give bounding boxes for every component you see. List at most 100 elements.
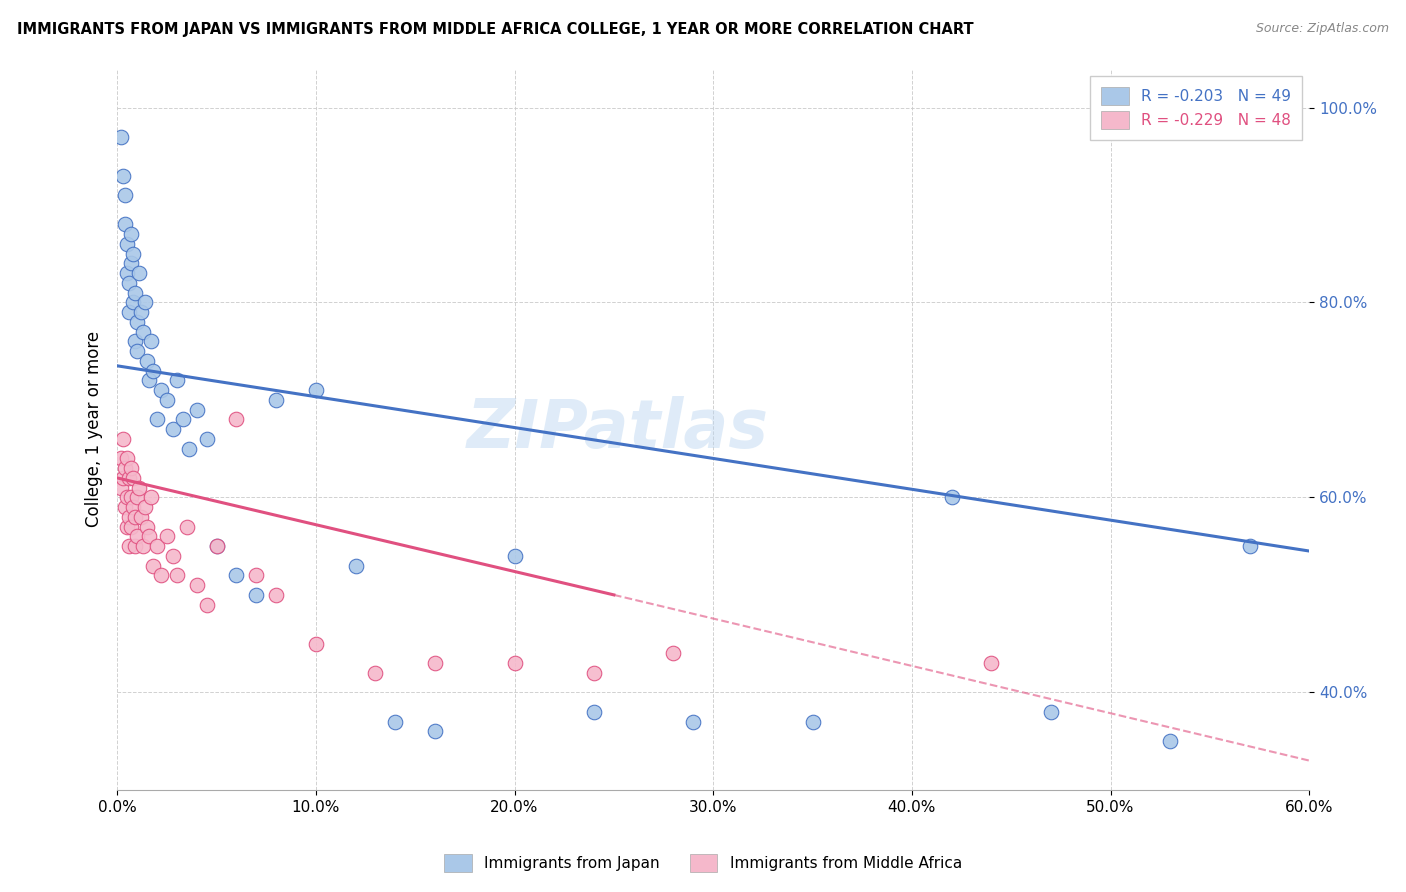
Point — [114, 500, 136, 515]
Point — [115, 237, 138, 252]
Point — [125, 344, 148, 359]
Point — [110, 129, 132, 144]
Point — [114, 188, 136, 202]
Point — [110, 481, 132, 495]
Y-axis label: College, 1 year or more: College, 1 year or more — [86, 331, 103, 527]
Point — [146, 539, 169, 553]
Point — [662, 646, 685, 660]
Point — [225, 412, 247, 426]
Point — [118, 539, 141, 553]
Point — [122, 295, 145, 310]
Point — [195, 432, 218, 446]
Point — [195, 598, 218, 612]
Point — [245, 588, 267, 602]
Point — [136, 354, 159, 368]
Point — [120, 461, 142, 475]
Point — [682, 714, 704, 729]
Point — [245, 568, 267, 582]
Point — [122, 471, 145, 485]
Point — [1239, 539, 1261, 553]
Point — [132, 325, 155, 339]
Point — [980, 656, 1002, 670]
Point — [122, 500, 145, 515]
Text: ZIPatlas: ZIPatlas — [467, 396, 769, 462]
Point — [941, 491, 963, 505]
Point — [364, 665, 387, 680]
Legend: Immigrants from Japan, Immigrants from Middle Africa: Immigrants from Japan, Immigrants from M… — [436, 846, 970, 880]
Point — [120, 519, 142, 533]
Point — [125, 315, 148, 329]
Point — [162, 549, 184, 563]
Point — [205, 539, 228, 553]
Point — [582, 665, 605, 680]
Point — [138, 374, 160, 388]
Point — [423, 656, 446, 670]
Point — [166, 374, 188, 388]
Point — [1039, 705, 1062, 719]
Point — [139, 491, 162, 505]
Point — [149, 383, 172, 397]
Point — [125, 529, 148, 543]
Point — [156, 529, 179, 543]
Point — [118, 305, 141, 319]
Point — [142, 558, 165, 573]
Point — [114, 218, 136, 232]
Point — [205, 539, 228, 553]
Legend: R = -0.203   N = 49, R = -0.229   N = 48: R = -0.203 N = 49, R = -0.229 N = 48 — [1091, 76, 1302, 140]
Point — [128, 266, 150, 280]
Point — [122, 246, 145, 260]
Point — [134, 295, 156, 310]
Point — [132, 539, 155, 553]
Point — [186, 578, 208, 592]
Point — [129, 509, 152, 524]
Text: IMMIGRANTS FROM JAPAN VS IMMIGRANTS FROM MIDDLE AFRICA COLLEGE, 1 YEAR OR MORE C: IMMIGRANTS FROM JAPAN VS IMMIGRANTS FROM… — [17, 22, 973, 37]
Point — [120, 491, 142, 505]
Point — [186, 402, 208, 417]
Point — [264, 588, 287, 602]
Point — [115, 451, 138, 466]
Point — [134, 500, 156, 515]
Point — [128, 481, 150, 495]
Point — [124, 539, 146, 553]
Point — [177, 442, 200, 456]
Point — [384, 714, 406, 729]
Point — [166, 568, 188, 582]
Point — [503, 656, 526, 670]
Point — [156, 392, 179, 407]
Point — [801, 714, 824, 729]
Point — [225, 568, 247, 582]
Point — [176, 519, 198, 533]
Point — [124, 334, 146, 349]
Point — [110, 451, 132, 466]
Point — [142, 364, 165, 378]
Point — [124, 285, 146, 300]
Point — [112, 432, 135, 446]
Point — [115, 266, 138, 280]
Point — [423, 724, 446, 739]
Point — [114, 461, 136, 475]
Point — [305, 637, 328, 651]
Point — [139, 334, 162, 349]
Point — [115, 519, 138, 533]
Point — [115, 491, 138, 505]
Point — [136, 519, 159, 533]
Point — [1159, 734, 1181, 748]
Point — [120, 256, 142, 270]
Point — [124, 509, 146, 524]
Point — [118, 509, 141, 524]
Point — [138, 529, 160, 543]
Point — [146, 412, 169, 426]
Point — [120, 227, 142, 242]
Point — [344, 558, 367, 573]
Point — [582, 705, 605, 719]
Point — [118, 276, 141, 290]
Point — [112, 169, 135, 183]
Point — [125, 491, 148, 505]
Point — [264, 392, 287, 407]
Point — [305, 383, 328, 397]
Point — [118, 471, 141, 485]
Point — [149, 568, 172, 582]
Point — [112, 471, 135, 485]
Point — [503, 549, 526, 563]
Text: Source: ZipAtlas.com: Source: ZipAtlas.com — [1256, 22, 1389, 36]
